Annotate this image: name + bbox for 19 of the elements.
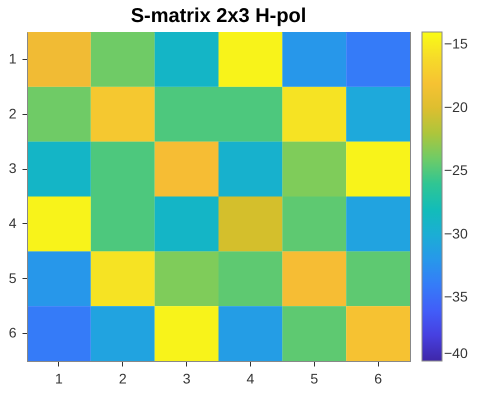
y-tick-label: 3: [8, 160, 17, 176]
x-tick-label: 5: [310, 370, 318, 386]
color-bar-label: −20: [444, 98, 468, 115]
x-tick-label: 2: [118, 370, 127, 386]
y-tick-label: 2: [8, 105, 17, 122]
y-tick-label: 6: [8, 324, 17, 341]
x-tick-label: 6: [374, 370, 382, 386]
chart-title: S-matrix 2x3 H-pol: [130, 5, 306, 27]
color-bar-label: −25: [444, 162, 468, 178]
color-bar-label: −40: [444, 345, 468, 361]
y-tick-label: 5: [8, 270, 17, 286]
x-tick-label: 3: [182, 370, 191, 386]
x-tick-label: 4: [246, 370, 255, 386]
color-bar-label: −15: [444, 36, 468, 52]
color-bar-label: −30: [444, 225, 468, 242]
color-bar-label: −35: [444, 288, 468, 305]
x-tick-label: 1: [55, 370, 64, 386]
y-tick-label: 4: [8, 214, 17, 231]
y-tick-label: 1: [8, 50, 17, 66]
